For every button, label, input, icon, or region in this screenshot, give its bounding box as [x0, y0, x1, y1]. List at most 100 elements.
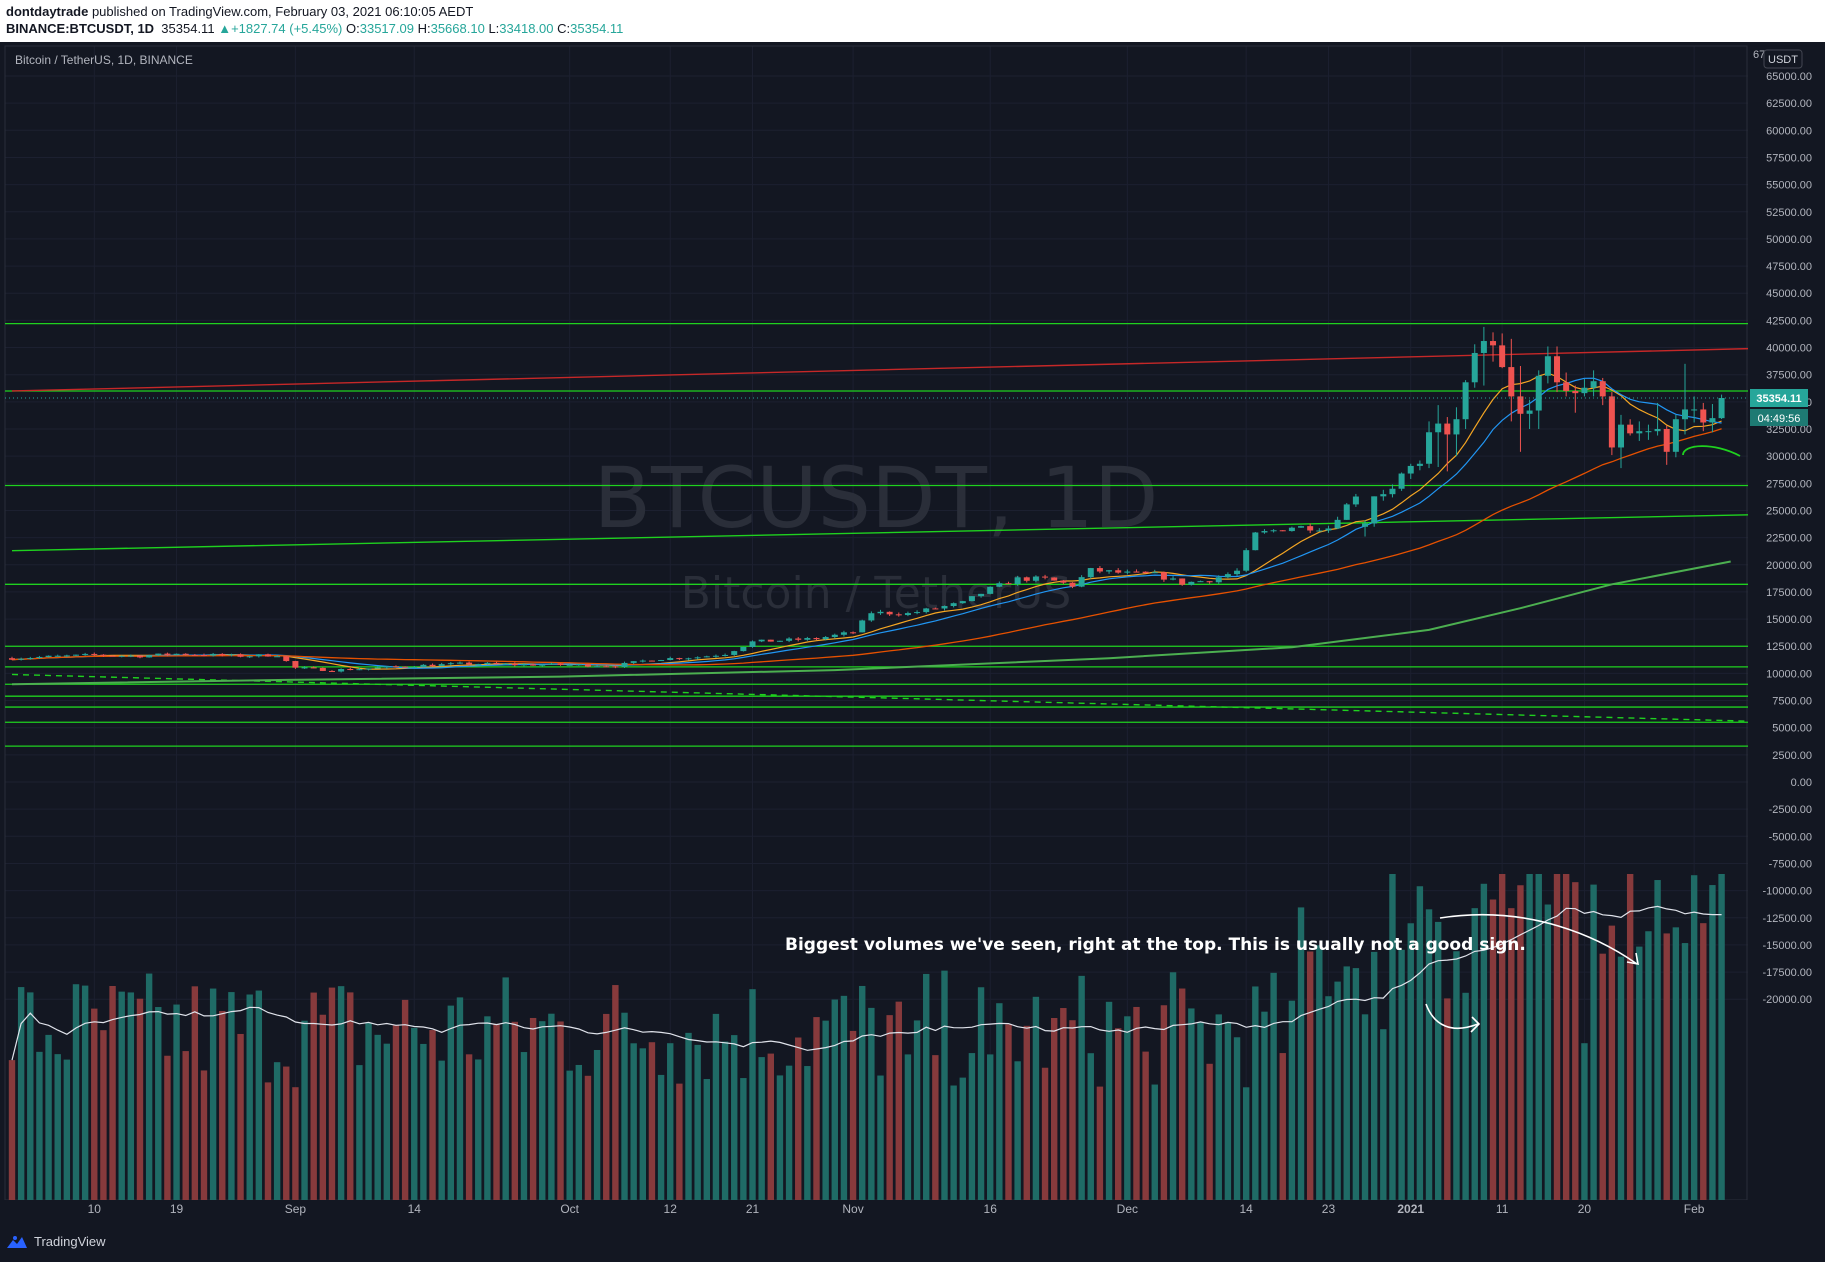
price-tick-label: 5000.00 — [1772, 723, 1812, 735]
candle-down — [1663, 425, 1670, 465]
candle-body — [91, 653, 98, 655]
time-tick-label: Dec — [1117, 1202, 1138, 1216]
candle-up — [712, 654, 719, 658]
candle-body — [356, 669, 363, 671]
price-chart[interactable]: Bitcoin / TetherUS, 1D, BINANCE BTCUSDT,… — [0, 42, 1825, 1222]
price-tick-label: 10000.00 — [1766, 668, 1812, 680]
price-tick-label: 50000.00 — [1766, 234, 1812, 246]
candle-up — [1471, 344, 1478, 388]
tradingview-logo[interactable]: TradingView — [6, 1234, 106, 1249]
volume-bar — [529, 1017, 537, 1200]
volume-bar — [941, 970, 948, 1200]
price-tick-label: 7500.00 — [1772, 696, 1812, 708]
candle-body — [904, 613, 911, 616]
volume-bar — [219, 1010, 226, 1200]
candle-body — [310, 667, 317, 669]
candle-down — [1444, 417, 1451, 472]
candle-body — [264, 654, 271, 657]
candle-body — [1362, 523, 1369, 527]
volume-bar — [1087, 1053, 1094, 1200]
volume-bar — [1581, 1043, 1588, 1200]
candle-body — [484, 662, 491, 665]
volume-bar — [831, 999, 838, 1200]
level-mark-annotation — [1682, 445, 1741, 457]
candle-up — [438, 662, 445, 667]
candle-up — [630, 661, 637, 665]
candle-up — [447, 661, 454, 666]
watermark-symbol: BTCUSDT, 1D — [594, 449, 1159, 547]
price-tick-label: 2500.00 — [1772, 750, 1812, 762]
candle-body — [1023, 577, 1030, 581]
candle-body — [722, 654, 729, 656]
candle-down — [1554, 346, 1561, 393]
volume-bar — [520, 1052, 528, 1200]
candle-body — [987, 586, 994, 594]
candle-body — [941, 606, 948, 609]
candle-body — [1133, 571, 1140, 573]
candle-body — [1014, 577, 1021, 585]
candle-up — [54, 654, 61, 657]
volume-bar — [1297, 907, 1305, 1200]
candle-body — [1535, 375, 1542, 411]
volume-bar — [1626, 874, 1634, 1200]
volume-bar — [136, 998, 144, 1200]
candle-up — [356, 667, 363, 671]
volume-bar — [603, 1013, 610, 1200]
countdown-label: 04:49:56 — [1758, 413, 1801, 425]
candle-body — [456, 662, 463, 664]
author-name[interactable]: dontdaytrade — [6, 4, 89, 19]
candle-body — [978, 593, 985, 597]
candle-up — [301, 666, 308, 669]
candle-up — [475, 663, 482, 666]
last-price-tag: 35354.11 04:49:56 — [5, 389, 1808, 427]
time-tick-label: 21 — [746, 1202, 760, 1216]
candle-up — [667, 656, 674, 661]
volume-bar — [1105, 1001, 1113, 1200]
candle-up — [484, 662, 491, 665]
candle-down — [164, 652, 171, 657]
candle-body — [200, 654, 207, 656]
candle-up — [1032, 575, 1039, 583]
candle-down — [767, 639, 774, 642]
volume-bar — [420, 1043, 427, 1200]
candle-body — [475, 664, 482, 666]
candle-body — [1599, 381, 1606, 397]
candle-up — [1709, 404, 1716, 433]
volume-bar — [1032, 996, 1040, 1200]
currency-badge[interactable] — [1763, 49, 1803, 69]
volume-bar — [401, 999, 409, 1200]
candle-body — [328, 670, 335, 672]
candle-body — [1197, 581, 1204, 583]
candle-down — [109, 655, 116, 657]
volume-bar — [100, 1030, 107, 1200]
volume-bar — [932, 1055, 939, 1200]
candle-down — [886, 611, 893, 616]
candle-up — [575, 663, 582, 666]
volume-bar — [292, 1087, 299, 1200]
candle-up — [1087, 567, 1094, 579]
candle-down — [1179, 578, 1186, 586]
price-tick-label: 20000.00 — [1766, 560, 1812, 572]
time-tick-label: Nov — [842, 1202, 863, 1216]
candle-body — [850, 632, 857, 634]
candle-body — [1179, 578, 1186, 585]
volume-bar — [447, 1005, 455, 1200]
volume-bar — [987, 1054, 994, 1200]
price-tick-label: 42500.00 — [1766, 315, 1812, 327]
volume-bar — [383, 1043, 391, 1200]
candle-up — [1371, 496, 1378, 527]
price-axis[interactable]: 65000.00 62500.00 60000.00 57500.00 55000.00… — [1762, 71, 1812, 1006]
trend-lines — [11, 347, 1750, 722]
candle-up — [1243, 548, 1250, 573]
candle-up — [1261, 529, 1268, 534]
candle-body — [466, 662, 473, 665]
volume-bar — [1288, 1000, 1296, 1200]
publish-info: published on TradingView.com, February 0… — [88, 4, 474, 19]
volume-bar — [977, 987, 985, 1200]
time-axis[interactable]: 10 19 Sep 14 Oct 12 21 Nov 16 Dec 14 23 2021 11 20 Feb — [88, 1202, 1705, 1216]
candle-up — [658, 659, 665, 662]
volume-ma-line — [11, 905, 1722, 1061]
close-label: C: — [557, 21, 571, 36]
volume-bar — [456, 997, 464, 1200]
candle-body — [100, 654, 107, 656]
